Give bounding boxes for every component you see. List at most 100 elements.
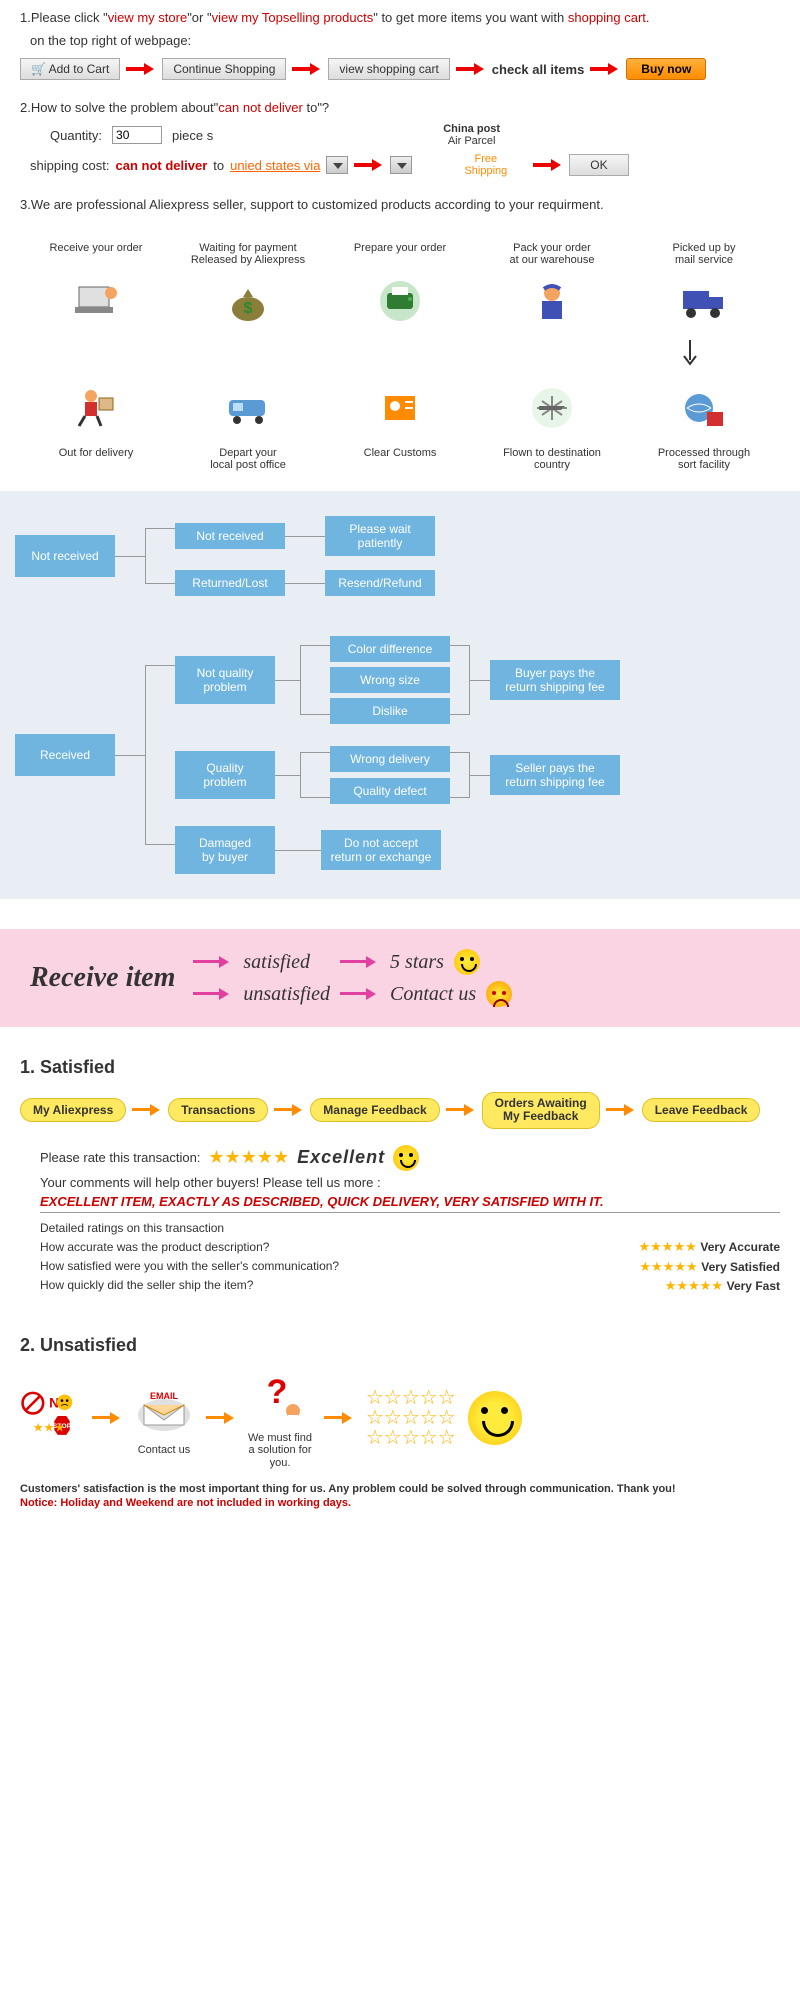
view-store-link[interactable]: view my store bbox=[108, 10, 187, 25]
svg-text:★★★: ★★★ bbox=[33, 1421, 65, 1435]
process-icons-top: $ bbox=[20, 276, 780, 330]
arrow-icon bbox=[590, 62, 620, 76]
pill-transactions[interactable]: Transactions bbox=[168, 1098, 268, 1122]
feedback-pills-row: My Aliexpress Transactions Manage Feedba… bbox=[20, 1092, 780, 1128]
rate-label: Please rate this transaction: bbox=[40, 1150, 200, 1165]
qty-label: Quantity: bbox=[50, 128, 102, 143]
arrow-icon bbox=[92, 1412, 122, 1424]
flow-box: Not quality problem bbox=[175, 656, 275, 704]
flow-box: Please wait patiently bbox=[325, 516, 435, 556]
star-icon: ★★★★★ bbox=[665, 1278, 723, 1293]
worker-icon bbox=[522, 276, 582, 326]
dropdown-icon[interactable] bbox=[326, 156, 348, 174]
star-icon: ★★★★★ bbox=[638, 1239, 696, 1254]
detailed-ratings-head: Detailed ratings on this transaction bbox=[40, 1219, 780, 1238]
big-smiley-icon bbox=[468, 1391, 522, 1445]
contact-us-label: Contact us bbox=[390, 983, 476, 1006]
text: to"? bbox=[303, 100, 329, 115]
star-row: ☆☆☆☆☆ bbox=[366, 1388, 456, 1408]
china-post-block: China post Air Parcel bbox=[443, 123, 500, 147]
airplane-icon bbox=[522, 383, 582, 433]
star-icon: ★★★★★ bbox=[208, 1147, 289, 1168]
arrow-icon bbox=[533, 158, 563, 172]
excellent-text: Excellent bbox=[297, 1147, 385, 1168]
ok-button[interactable]: OK bbox=[569, 154, 628, 176]
satisfied-label: satisfied bbox=[243, 951, 310, 974]
star-row: ☆☆☆☆☆ bbox=[366, 1408, 456, 1428]
process-label: Prepare your order bbox=[335, 242, 465, 254]
add-to-cart-button[interactable]: 🛒 Add to Cart bbox=[20, 58, 120, 80]
svg-text:?: ? bbox=[267, 1373, 288, 1411]
smiley-icon bbox=[393, 1145, 419, 1171]
quantity-input[interactable] bbox=[112, 126, 162, 144]
arrow-icon bbox=[446, 1104, 476, 1116]
flow-box: Seller pays the return shipping fee bbox=[490, 755, 620, 795]
process-label: Receive your order bbox=[31, 242, 161, 254]
find-solution-label: We must find a solution for you. bbox=[248, 1432, 312, 1468]
footer-satisfaction: Customers' satisfaction is the most impo… bbox=[20, 1483, 780, 1495]
rating-block: Please rate this transaction: ★★★★★ Exce… bbox=[40, 1145, 780, 1296]
flow-col: Not quality problem Color difference Wro… bbox=[175, 636, 620, 874]
flow-box: Dislike bbox=[330, 698, 450, 724]
rating-a1: Very Accurate bbox=[700, 1240, 780, 1254]
satisfied-section: 1. Satisfied My Aliexpress Transactions … bbox=[0, 1047, 800, 1305]
process-label: Picked up by mail service bbox=[639, 242, 769, 266]
rating-q3: How quickly did the seller ship the item… bbox=[40, 1276, 253, 1295]
svg-text:$: $ bbox=[244, 300, 253, 317]
flow-sub-col: Wrong delivery Quality defect bbox=[330, 746, 450, 804]
star-icon: ★★★★★ bbox=[639, 1259, 697, 1274]
arrow-icon bbox=[354, 158, 384, 172]
flow-box-received: Received bbox=[15, 734, 115, 776]
email-icon: EMAIL bbox=[134, 1380, 194, 1440]
flow-box: Quality problem bbox=[175, 751, 275, 799]
stars-grid: ☆☆☆☆☆ ☆☆☆☆☆ ☆☆☆☆☆ bbox=[366, 1388, 456, 1448]
flow-box: Buyer pays the return shipping fee bbox=[490, 660, 620, 700]
topselling-link[interactable]: view my Topselling products bbox=[212, 10, 374, 25]
view-cart-button[interactable]: view shopping cart bbox=[328, 58, 449, 80]
no-stop-icon: N STOP ★★★ bbox=[20, 1386, 80, 1450]
text: "or " bbox=[187, 10, 211, 25]
arrow-icon bbox=[292, 62, 322, 76]
process-icons-bottom bbox=[20, 383, 780, 437]
printer-icon bbox=[370, 276, 430, 326]
text: 1.Please click " bbox=[20, 10, 108, 25]
flow-box: Damaged by buyer bbox=[175, 826, 275, 874]
flow-box: Color difference bbox=[330, 636, 450, 662]
arrow-icon bbox=[606, 1104, 636, 1116]
process-label: Pack your order at our warehouse bbox=[487, 242, 617, 266]
rating-a3: Very Fast bbox=[727, 1279, 780, 1293]
buy-now-button[interactable]: Buy now bbox=[626, 58, 706, 80]
pill-my-aliexpress[interactable]: My Aliexpress bbox=[20, 1098, 126, 1122]
angry-icon bbox=[486, 981, 512, 1007]
dropdown-icon[interactable] bbox=[390, 156, 412, 174]
arrow-icon bbox=[456, 62, 486, 76]
process-labels-bottom: Out for delivery Depart your local post … bbox=[20, 447, 780, 471]
unsatisfied-icons-row: N STOP ★★★ EMAIL Contact us ? We must fi… bbox=[20, 1368, 780, 1468]
process-label: Processed through sort facility bbox=[639, 447, 769, 471]
process-label: Out for delivery bbox=[31, 447, 161, 459]
process-labels-top: Receive your order Waiting for payment R… bbox=[20, 242, 780, 266]
receive-title: Receive item bbox=[30, 962, 175, 994]
rating-row: How accurate was the product description… bbox=[40, 1238, 780, 1257]
pill-leave-feedback[interactable]: Leave Feedback bbox=[642, 1098, 761, 1122]
arrow-icon bbox=[324, 1412, 354, 1424]
pill-orders-awaiting[interactable]: Orders Awaiting My Feedback bbox=[482, 1092, 600, 1128]
qty-unit: piece s bbox=[172, 128, 213, 143]
flow-sub-col: Color difference Wrong size Dislike bbox=[330, 636, 450, 724]
arrow-icon bbox=[340, 955, 380, 969]
country-link[interactable]: unied states via bbox=[230, 158, 320, 173]
flow-box: Not received bbox=[175, 523, 285, 549]
intro-line2: on the top right of webpage: bbox=[30, 33, 780, 48]
example-comment: EXCELLENT ITEM, EXACTLY AS DESCRIBED, QU… bbox=[40, 1194, 780, 1213]
flow-box: Quality defect bbox=[330, 778, 450, 804]
shipping-row: shipping cost:can not deliver to unied s… bbox=[30, 153, 780, 177]
five-stars-label: 5 stars bbox=[390, 951, 444, 974]
pill-manage-feedback[interactable]: Manage Feedback bbox=[310, 1098, 439, 1122]
button-row: 🛒 Add to Cart Continue Shopping view sho… bbox=[20, 58, 780, 80]
question-icon: ? bbox=[250, 1368, 310, 1428]
air-parcel-label: Air Parcel bbox=[443, 135, 500, 147]
flow-received: Received Not quality problem Color diffe… bbox=[15, 636, 785, 874]
continue-shopping-button[interactable]: Continue Shopping bbox=[162, 58, 286, 80]
unsatisfied-heading: 2. Unsatisfied bbox=[20, 1335, 780, 1356]
section-3-professional: 3.We are professional Aliexpress seller,… bbox=[0, 187, 800, 222]
